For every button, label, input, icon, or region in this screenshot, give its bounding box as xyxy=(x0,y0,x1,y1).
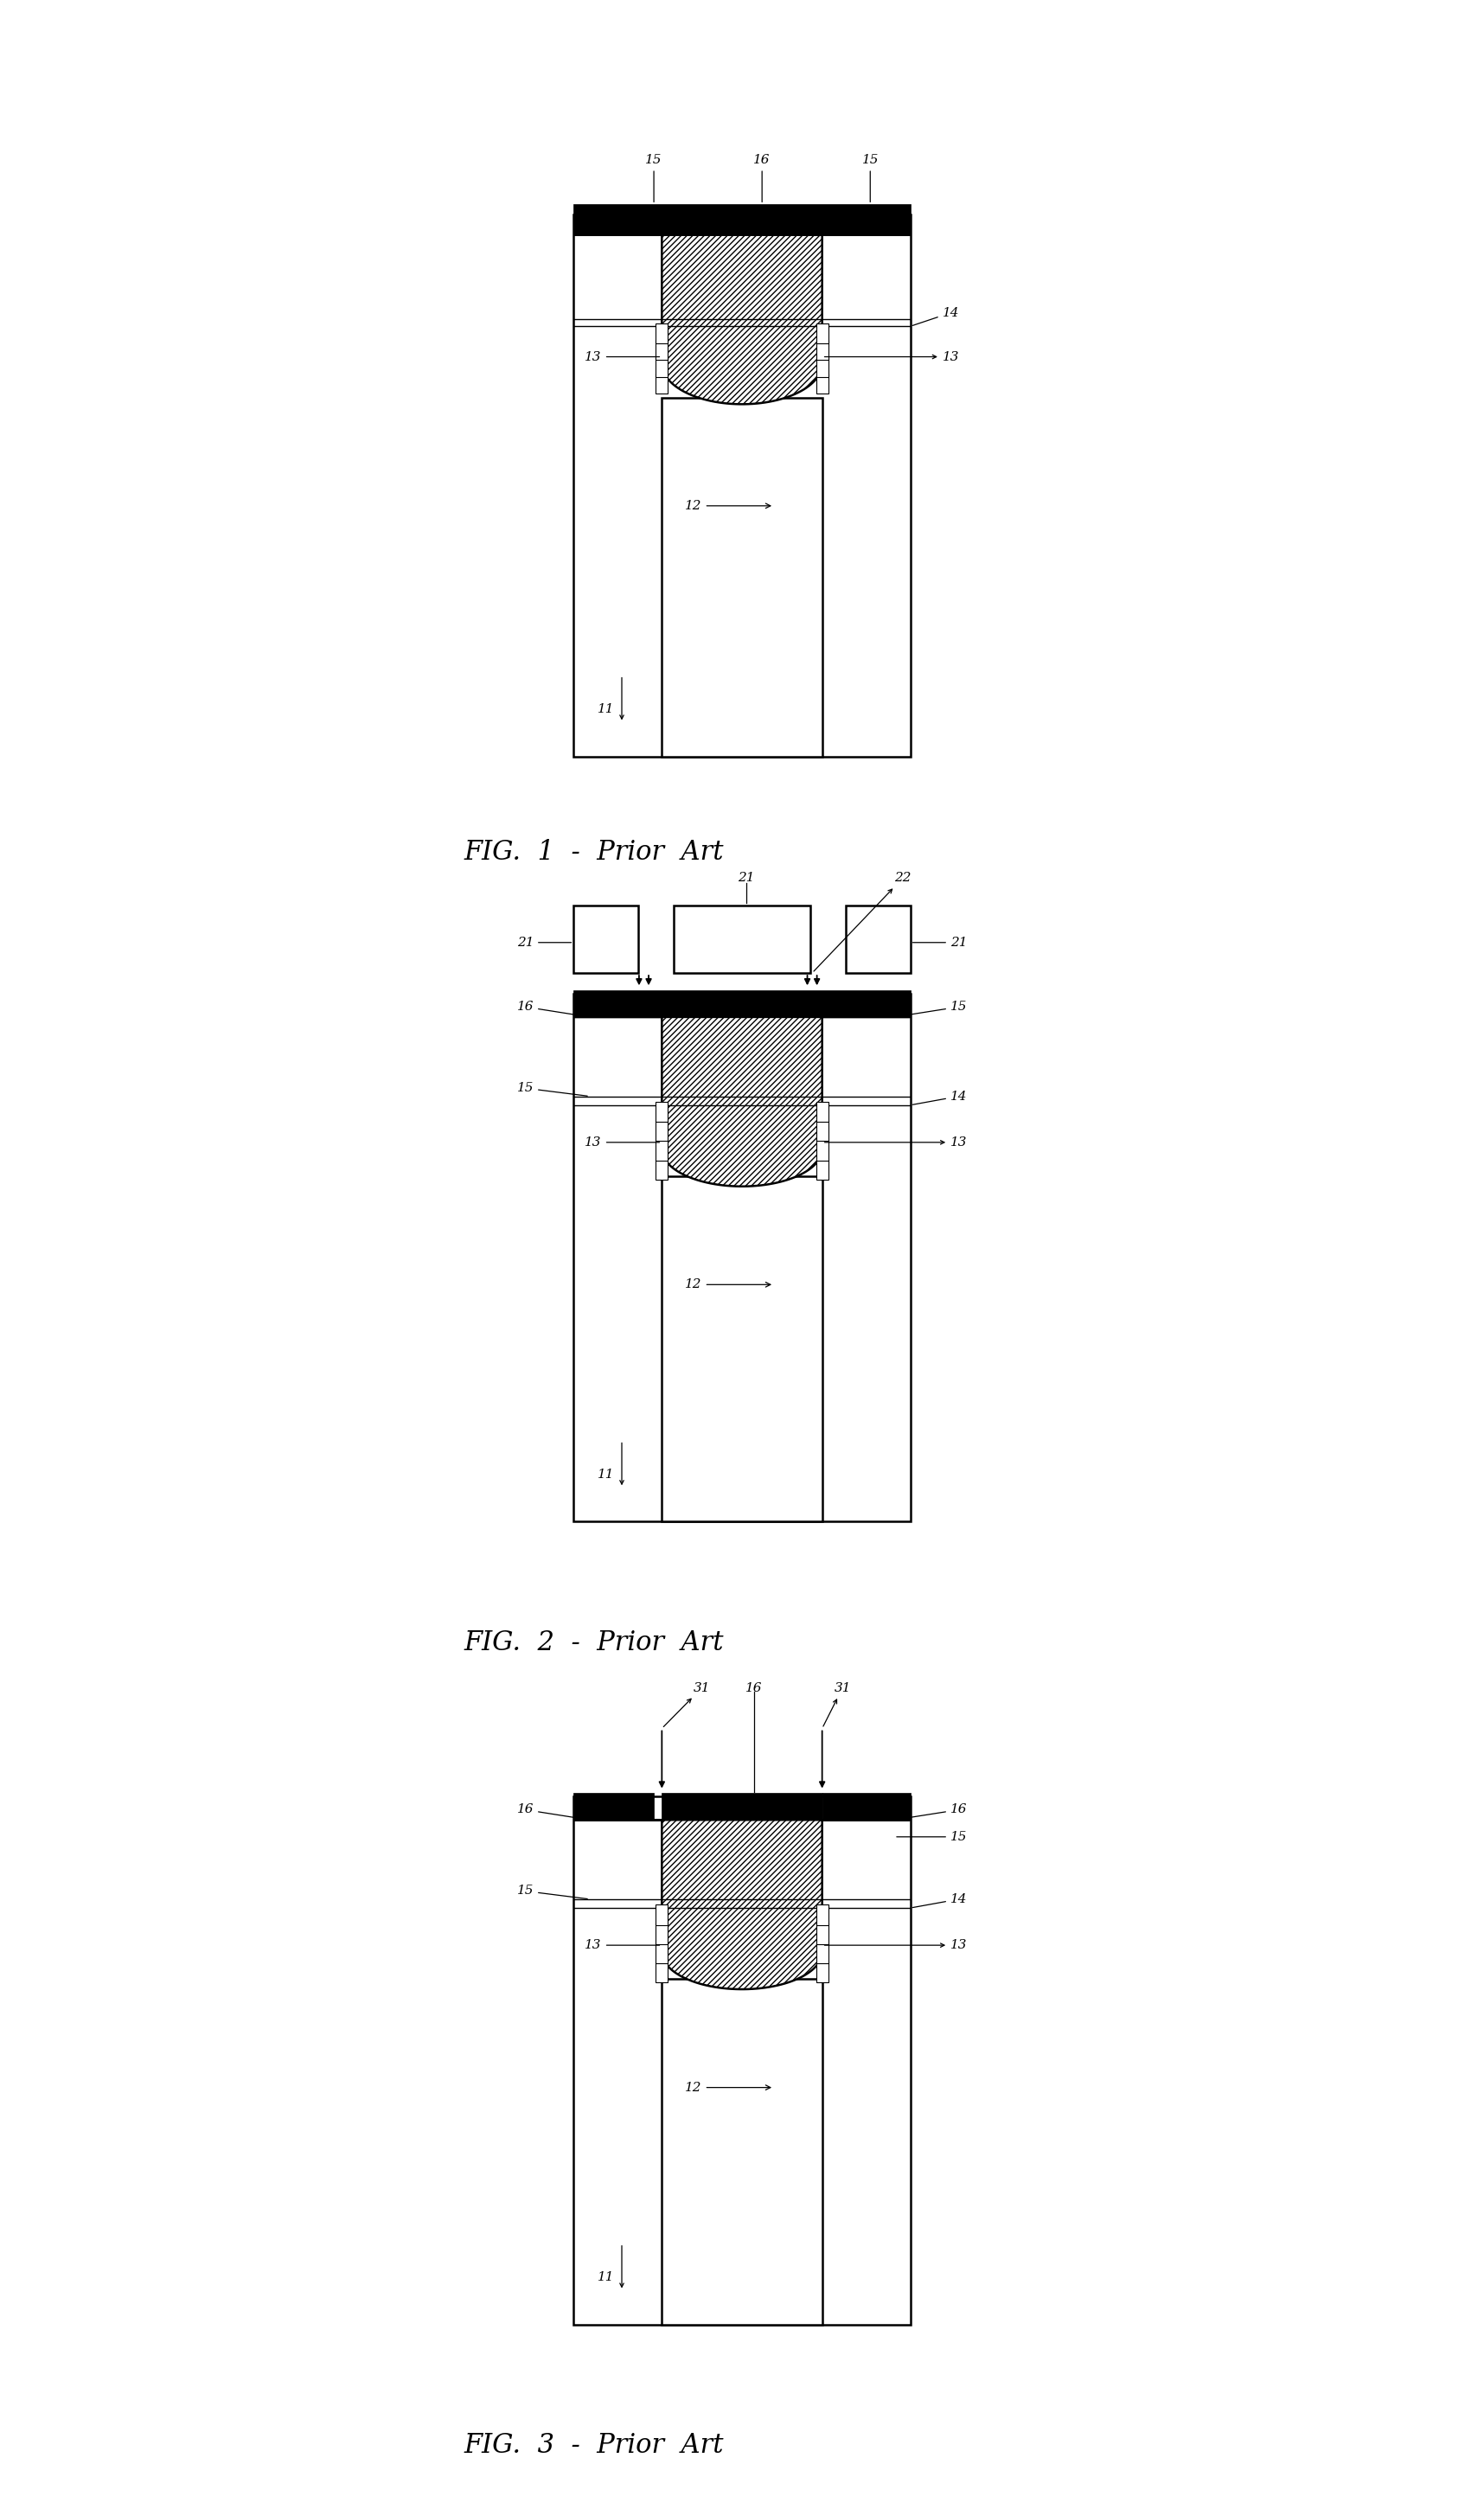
Bar xyxy=(816,1904,828,1924)
Text: 15: 15 xyxy=(862,153,879,201)
Text: 12: 12 xyxy=(686,1280,770,1290)
Bar xyxy=(656,1942,668,1962)
Bar xyxy=(816,1924,828,1944)
Text: 12: 12 xyxy=(686,499,770,512)
Text: 12: 12 xyxy=(686,2082,770,2093)
Bar xyxy=(846,906,910,973)
Bar xyxy=(816,356,828,376)
Text: 11: 11 xyxy=(598,703,614,715)
Text: FIG.  3  -  Prior  Art: FIG. 3 - Prior Art xyxy=(463,2431,724,2459)
Bar xyxy=(662,1794,822,1819)
Bar xyxy=(816,1159,828,1179)
Text: 13: 13 xyxy=(585,351,659,364)
Text: 31: 31 xyxy=(824,1681,850,1726)
Text: 11: 11 xyxy=(598,1468,614,1480)
Bar xyxy=(656,1101,668,1122)
Bar xyxy=(674,906,810,973)
Bar xyxy=(816,1942,828,1962)
Bar xyxy=(574,1796,910,2323)
Bar xyxy=(816,1962,828,1982)
Bar xyxy=(656,1159,668,1179)
Bar xyxy=(816,1122,828,1142)
Text: 11: 11 xyxy=(598,2271,614,2283)
Text: 13: 13 xyxy=(585,1939,659,1952)
Bar xyxy=(574,994,910,1520)
Polygon shape xyxy=(574,236,910,404)
Bar xyxy=(816,374,828,394)
Bar xyxy=(574,203,910,236)
Text: 13: 13 xyxy=(825,1137,968,1149)
Text: FIG.  2  -  Prior  Art: FIG. 2 - Prior Art xyxy=(463,1628,724,1656)
Text: 15: 15 xyxy=(646,153,662,201)
Text: 15: 15 xyxy=(896,1001,968,1016)
Text: 15: 15 xyxy=(516,1884,588,1899)
Bar xyxy=(662,396,822,758)
Text: 13: 13 xyxy=(585,1137,659,1149)
Text: 14: 14 xyxy=(913,1091,968,1104)
Bar xyxy=(656,1924,668,1944)
Bar xyxy=(574,1794,654,1819)
Text: 22: 22 xyxy=(813,873,911,971)
Text: 16: 16 xyxy=(745,1681,763,1694)
Bar xyxy=(656,341,668,361)
Text: 13: 13 xyxy=(825,1939,968,1952)
Text: 15: 15 xyxy=(896,1832,968,1844)
Bar xyxy=(662,1177,822,1520)
Bar xyxy=(574,991,910,1016)
Bar xyxy=(662,1980,822,2323)
Text: 21: 21 xyxy=(516,936,571,948)
Bar xyxy=(656,1139,668,1159)
Text: 13: 13 xyxy=(825,351,959,364)
Bar xyxy=(816,341,828,361)
Polygon shape xyxy=(574,1016,910,1187)
Bar xyxy=(656,324,668,344)
Text: 16: 16 xyxy=(896,1804,968,1819)
Text: 16: 16 xyxy=(754,153,770,201)
Bar xyxy=(574,216,910,758)
Text: 16: 16 xyxy=(516,1804,588,1819)
Text: 14: 14 xyxy=(913,306,959,326)
Text: 21: 21 xyxy=(913,936,968,948)
Bar xyxy=(816,324,828,344)
Text: 15: 15 xyxy=(516,1081,588,1096)
Bar xyxy=(656,1962,668,1982)
Text: 31: 31 xyxy=(663,1681,711,1726)
Bar xyxy=(656,356,668,376)
Bar xyxy=(574,906,638,973)
Text: 21: 21 xyxy=(738,873,754,883)
Bar xyxy=(656,1904,668,1924)
Bar xyxy=(656,374,668,394)
Polygon shape xyxy=(574,1819,910,1990)
Bar xyxy=(816,1139,828,1159)
Text: 16: 16 xyxy=(516,1001,588,1016)
Text: 14: 14 xyxy=(913,1894,968,1907)
Text: FIG.  1  -  Prior  Art: FIG. 1 - Prior Art xyxy=(463,838,724,866)
Bar xyxy=(816,1101,828,1122)
Bar xyxy=(822,1794,910,1819)
Bar xyxy=(656,1122,668,1142)
